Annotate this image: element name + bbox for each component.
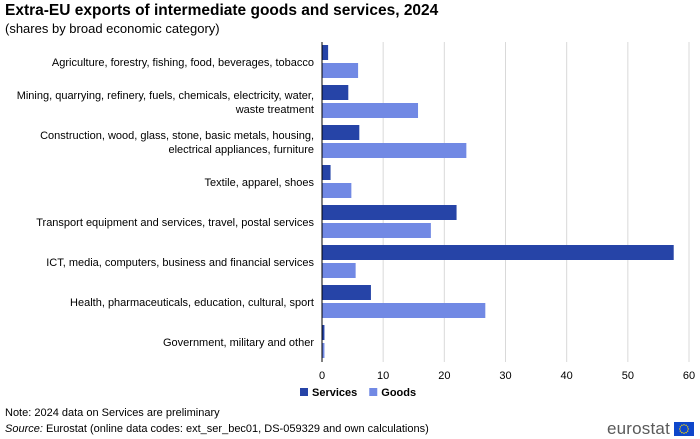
flag-star	[683, 424, 685, 426]
category-label-0-0: Agriculture, forestry, fishing, food, be…	[52, 57, 314, 69]
bar-services-7	[322, 325, 325, 340]
bar-services-5	[322, 245, 674, 260]
category-label-1-1: waste treatment	[235, 104, 314, 116]
tick-label-40: 40	[561, 370, 573, 382]
source-prefix: Source:	[5, 423, 43, 435]
bar-services-1	[322, 85, 349, 100]
flag-star	[679, 426, 682, 428]
source-note: Source: Eurostat (online data codes: ext…	[5, 423, 429, 435]
tick-label-10: 10	[377, 370, 389, 382]
bar-goods-2	[322, 143, 467, 158]
flag-star	[681, 424, 683, 427]
category-label-3-0: Textile, apparel, shoes	[205, 177, 315, 189]
bars-group	[321, 42, 674, 362]
tick-label-0: 0	[319, 370, 325, 382]
bar-goods-1	[322, 103, 419, 118]
bar-services-3	[322, 165, 331, 180]
bar-goods-4	[322, 223, 431, 238]
tick-label-50: 50	[622, 370, 634, 382]
flag-star	[679, 428, 681, 430]
bar-services-6	[322, 285, 371, 300]
flag-star	[681, 431, 683, 434]
category-label-5-0: ICT, media, computers, business and fina…	[46, 257, 314, 269]
tick-label-60: 60	[683, 370, 695, 382]
bar-goods-7	[322, 343, 325, 358]
bar-services-0	[322, 45, 329, 60]
flag-star	[685, 431, 687, 434]
category-label-2-0: Construction, wood, glass, stone, basic …	[40, 130, 314, 142]
category-labels: Agriculture, forestry, fishing, food, be…	[17, 57, 315, 349]
bar-goods-0	[322, 63, 359, 78]
x-axis-ticks: 0 10 20 30 40 50 60	[319, 370, 695, 382]
flag-star	[679, 430, 682, 432]
category-label-6-0: Health, pharmaceuticals, education, cult…	[70, 297, 314, 309]
flag-star	[685, 424, 687, 427]
category-label-1-0: Mining, quarrying, refinery, fuels, chem…	[17, 90, 314, 102]
flag-star	[683, 432, 685, 434]
legend: Services Goods	[300, 387, 416, 399]
bar-services-2	[322, 125, 360, 140]
chart-subtitle: (shares by broad economic category)	[5, 21, 220, 36]
bar-goods-3	[322, 183, 352, 198]
category-label-2-1: electrical appliances, furniture	[168, 144, 314, 156]
flag-star	[686, 430, 689, 432]
tick-label-30: 30	[499, 370, 511, 382]
tick-label-20: 20	[438, 370, 450, 382]
legend-label-services: Services	[312, 387, 357, 399]
legend-swatch-goods	[369, 388, 378, 396]
eu-flag-icon	[674, 422, 694, 436]
category-label-7-0: Government, military and other	[163, 337, 314, 349]
category-label-4-0: Transport equipment and services, travel…	[36, 217, 314, 229]
flag-star	[687, 428, 689, 430]
legend-swatch-services	[300, 388, 308, 396]
bar-services-4	[322, 205, 457, 220]
source-text: Eurostat (online data codes: ext_ser_bec…	[42, 423, 429, 435]
bar-goods-5	[322, 263, 356, 278]
eurostat-logo: eurostat	[607, 419, 694, 439]
footnote: Note: 2024 data on Services are prelimin…	[5, 407, 220, 419]
flag-star	[686, 426, 689, 428]
legend-label-goods: Goods	[381, 387, 416, 399]
chart-title: Extra-EU exports of intermediate goods a…	[5, 2, 439, 19]
logo-text: eurostat	[606, 419, 670, 438]
bar-goods-6	[322, 303, 486, 318]
